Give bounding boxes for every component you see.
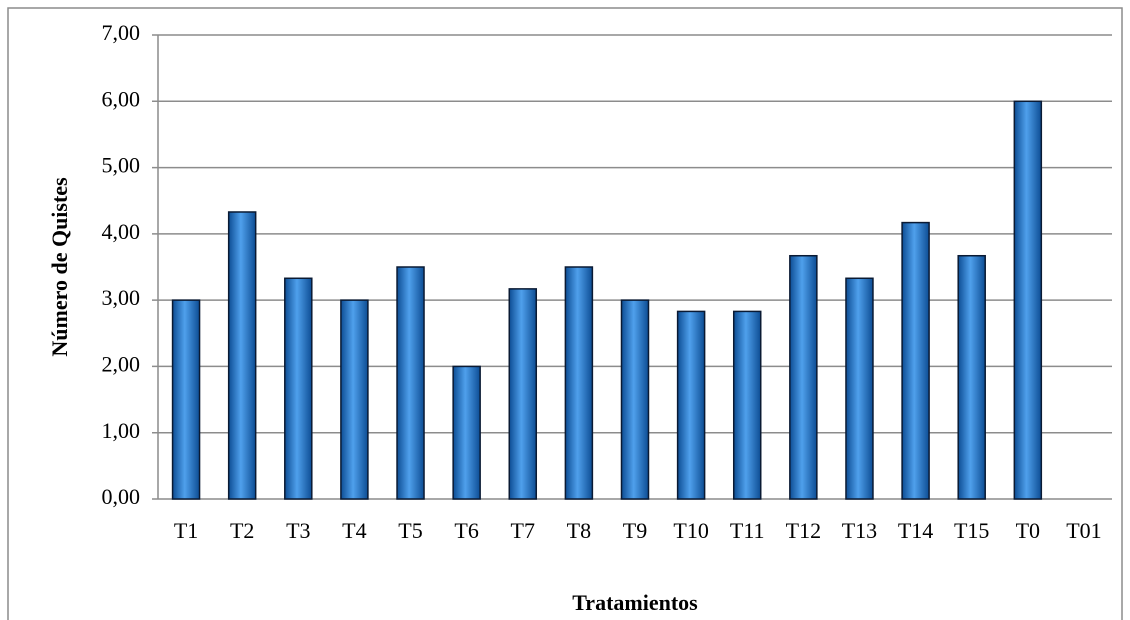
bar xyxy=(789,254,818,500)
bar xyxy=(845,277,874,500)
bar xyxy=(676,310,706,500)
x-tick-label: T10 xyxy=(673,518,708,543)
y-tick-label: 0,00 xyxy=(102,484,141,509)
y-tick-label: 6,00 xyxy=(102,86,141,111)
y-tick-label: 5,00 xyxy=(102,153,141,178)
bar xyxy=(620,299,650,500)
bar xyxy=(227,211,257,500)
x-tick-label: T2 xyxy=(230,518,254,543)
bar xyxy=(452,365,481,500)
bar xyxy=(508,288,538,500)
x-tick-label: T01 xyxy=(1066,518,1101,543)
x-tick-label: T1 xyxy=(174,518,198,543)
bar xyxy=(396,266,425,500)
x-tick-label: T8 xyxy=(567,518,591,543)
y-tick-label: 3,00 xyxy=(102,285,141,310)
bar xyxy=(564,266,594,500)
bar xyxy=(957,254,986,500)
bar xyxy=(284,277,313,500)
bar xyxy=(732,310,762,500)
bar xyxy=(901,221,930,500)
x-tick-label: T4 xyxy=(342,518,366,543)
x-tick-label: T7 xyxy=(511,518,535,543)
x-tick-label: T3 xyxy=(286,518,310,543)
y-axis-title: Número de Quistes xyxy=(47,177,72,357)
x-tick-label: T9 xyxy=(623,518,647,543)
x-tick-label: T13 xyxy=(842,518,877,543)
y-tick-label: 2,00 xyxy=(102,351,141,376)
y-tick-label: 7,00 xyxy=(102,20,141,45)
bar xyxy=(1013,100,1043,500)
bar xyxy=(171,299,201,500)
x-axis-title: Tratamientos xyxy=(572,590,698,615)
bar xyxy=(340,299,369,500)
x-tick-label: T5 xyxy=(398,518,422,543)
chart-frame xyxy=(7,7,1123,620)
x-tick-label: T12 xyxy=(786,518,821,543)
y-tick-label: 1,00 xyxy=(102,418,141,443)
x-tick-label: T11 xyxy=(730,518,765,543)
x-tick-label: T0 xyxy=(1016,518,1040,543)
x-tick-label: T14 xyxy=(898,518,933,543)
x-tick-label: T6 xyxy=(454,518,478,543)
y-tick-label: 4,00 xyxy=(102,219,141,244)
x-tick-label: T15 xyxy=(954,518,989,543)
